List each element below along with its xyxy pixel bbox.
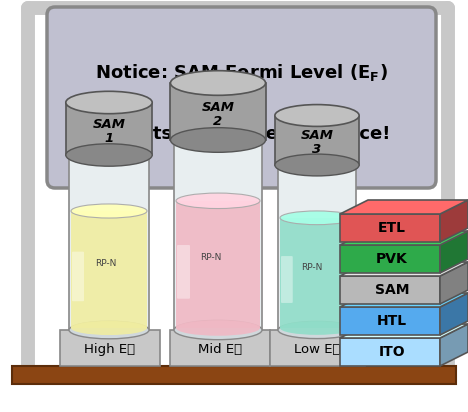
Text: SAM
3: SAM 3 xyxy=(300,129,333,156)
Polygon shape xyxy=(340,231,468,245)
FancyBboxPatch shape xyxy=(12,366,456,384)
Polygon shape xyxy=(340,338,440,366)
Polygon shape xyxy=(340,307,440,335)
Ellipse shape xyxy=(278,157,356,173)
Text: HTL: HTL xyxy=(377,314,407,328)
FancyBboxPatch shape xyxy=(177,245,190,299)
Ellipse shape xyxy=(66,91,152,114)
FancyBboxPatch shape xyxy=(71,211,147,328)
Text: SAM
1: SAM 1 xyxy=(93,118,125,145)
Polygon shape xyxy=(340,276,440,304)
FancyBboxPatch shape xyxy=(280,218,354,328)
Ellipse shape xyxy=(174,320,262,339)
Polygon shape xyxy=(340,245,440,273)
Polygon shape xyxy=(340,293,468,307)
FancyBboxPatch shape xyxy=(270,330,365,366)
FancyBboxPatch shape xyxy=(60,330,160,366)
Ellipse shape xyxy=(174,130,262,150)
Ellipse shape xyxy=(66,144,152,166)
FancyBboxPatch shape xyxy=(278,165,356,330)
Text: PVK: PVK xyxy=(376,252,408,266)
FancyBboxPatch shape xyxy=(170,83,265,140)
Ellipse shape xyxy=(170,128,265,152)
Polygon shape xyxy=(440,262,468,304)
Ellipse shape xyxy=(280,211,354,225)
FancyBboxPatch shape xyxy=(72,252,84,301)
Text: SAM: SAM xyxy=(375,283,409,297)
Ellipse shape xyxy=(69,321,149,339)
Ellipse shape xyxy=(278,321,356,339)
FancyBboxPatch shape xyxy=(47,7,436,188)
Text: High E₟: High E₟ xyxy=(84,343,136,356)
Polygon shape xyxy=(440,231,468,273)
Ellipse shape xyxy=(176,320,260,336)
Polygon shape xyxy=(340,262,468,276)
Polygon shape xyxy=(440,324,468,366)
Text: SAM
2: SAM 2 xyxy=(202,101,234,128)
Text: RP-N: RP-N xyxy=(200,253,221,262)
Ellipse shape xyxy=(71,321,147,335)
Text: Low E₟: Low E₟ xyxy=(294,343,341,356)
Ellipse shape xyxy=(71,204,147,218)
FancyBboxPatch shape xyxy=(174,140,262,330)
Text: ETL: ETL xyxy=(378,221,406,235)
Polygon shape xyxy=(340,200,468,214)
Ellipse shape xyxy=(170,71,265,95)
Ellipse shape xyxy=(176,193,260,208)
Ellipse shape xyxy=(275,154,359,176)
Text: ITO: ITO xyxy=(379,345,405,359)
Polygon shape xyxy=(440,200,468,242)
FancyBboxPatch shape xyxy=(66,103,152,155)
Ellipse shape xyxy=(280,321,354,335)
Polygon shape xyxy=(340,214,440,242)
Text: Mid E₟: Mid E₟ xyxy=(198,343,242,356)
FancyBboxPatch shape xyxy=(170,330,270,366)
Ellipse shape xyxy=(69,146,149,164)
Polygon shape xyxy=(340,324,468,338)
Polygon shape xyxy=(440,293,468,335)
Text: Impacts Device Performance!: Impacts Device Performance! xyxy=(92,125,391,143)
FancyBboxPatch shape xyxy=(176,201,260,328)
Ellipse shape xyxy=(275,105,359,126)
Text: RP-N: RP-N xyxy=(301,263,322,272)
Text: Notice: SAM Fermi Level (E$_\mathregular{F}$): Notice: SAM Fermi Level (E$_\mathregular… xyxy=(95,62,388,83)
Text: RP-N: RP-N xyxy=(95,259,117,268)
FancyBboxPatch shape xyxy=(281,256,293,303)
FancyBboxPatch shape xyxy=(275,115,359,165)
FancyBboxPatch shape xyxy=(69,155,149,330)
